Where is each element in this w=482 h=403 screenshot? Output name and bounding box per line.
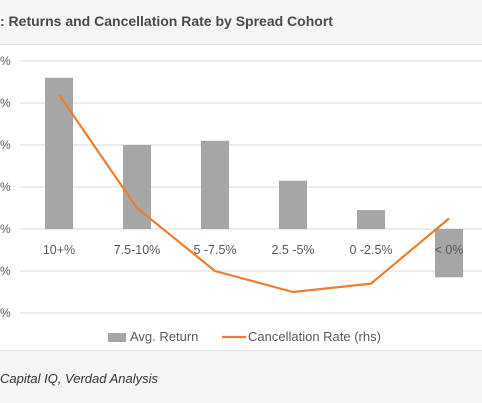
- bar-avg-return: [45, 78, 73, 229]
- x-tick-label: 10+%: [43, 243, 75, 257]
- footer: Capital IQ, Verdad Analysis: [0, 350, 482, 403]
- chart-svg: %%%%%%% 10+% 7.5-10% 5 -7.5% 2.5 -5% 0 -2.5% <…: [0, 45, 482, 350]
- title-bar: : Returns and Cancellation Rate by Sprea…: [0, 0, 482, 44]
- y-tick-label: %: [0, 264, 11, 278]
- bar-avg-return: [357, 210, 385, 229]
- y-tick-label: %: [0, 180, 11, 194]
- legend-line-label: Cancellation Rate (rhs): [248, 329, 381, 344]
- x-tick-label: 5 -7.5%: [193, 243, 236, 257]
- y-tick-label: %: [0, 306, 11, 320]
- x-tick-label: 7.5-10%: [114, 243, 161, 257]
- line-cancellation-rate: [59, 95, 449, 292]
- y-tick-label: %: [0, 54, 11, 68]
- x-tick-label: < 0%: [435, 243, 464, 257]
- source-note: Capital IQ, Verdad Analysis: [0, 371, 158, 386]
- y-tick-label: %: [0, 138, 11, 152]
- bar-avg-return: [201, 141, 229, 229]
- x-tick-label: 0 -2.5%: [349, 243, 392, 257]
- legend-bar-label: Avg. Return: [130, 329, 198, 344]
- chart-title: : Returns and Cancellation Rate by Sprea…: [0, 13, 333, 29]
- y-tick-label: %: [0, 222, 11, 236]
- chart-area: %%%%%%% 10+% 7.5-10% 5 -7.5% 2.5 -5% 0 -2.5% <…: [0, 45, 482, 350]
- bar-avg-return: [279, 181, 307, 229]
- legend-bar-swatch: [108, 333, 126, 342]
- x-tick-label: 2.5 -5%: [271, 243, 314, 257]
- y-tick-label: %: [0, 96, 11, 110]
